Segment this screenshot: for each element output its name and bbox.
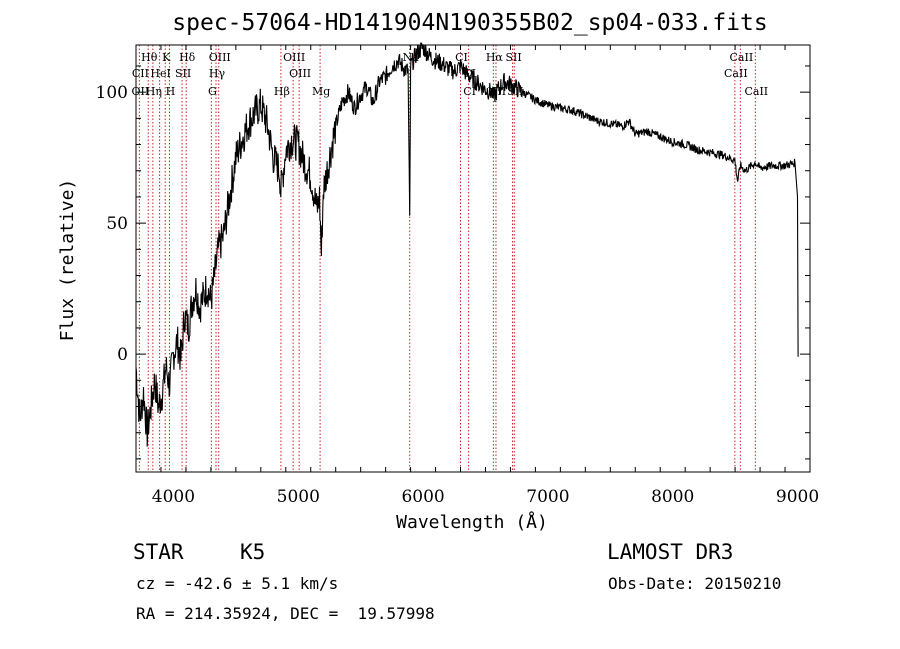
line-label: CaII (744, 85, 768, 98)
coordinates: RA = 214.35924, DEC = 19.57998 (136, 604, 435, 623)
spectrum-line (135, 42, 799, 447)
line-label: SII (505, 51, 521, 64)
line-label: K (162, 51, 171, 64)
line-label: CI (463, 85, 476, 98)
observation-date: Obs-Date: 20150210 (608, 574, 782, 593)
x-tick-label: 4000 (152, 487, 195, 507)
object-class: STAR (133, 540, 184, 564)
y-axis-ticks: 0 50 100 (96, 65, 810, 460)
line-label: Hα (486, 51, 504, 64)
line-label: OIII (289, 67, 311, 80)
y-tick-label: 0 (117, 345, 128, 365)
line-label: HeI (150, 67, 170, 80)
line-label: Hβ (274, 85, 290, 98)
line-label: CaII (730, 51, 754, 64)
line-label: CII (132, 67, 149, 80)
x-tick-label: 5000 (277, 487, 320, 507)
x-axis-label: Wavelength (Å) (396, 511, 548, 533)
chart-title: spec-57064-HD141904N190355B02_sp04-033.f… (172, 10, 767, 36)
x-tick-label: 6000 (401, 487, 444, 507)
redshift-cz: cz = -42.6 ± 5.1 km/s (136, 574, 339, 593)
line-label: SII (175, 67, 191, 80)
line-label: Hδ (179, 51, 196, 64)
line-label: Hη (146, 85, 162, 98)
survey-label: LAMOST DR3 (607, 540, 734, 564)
object-subclass: K5 (240, 540, 266, 564)
y-tick-label: 50 (106, 214, 128, 234)
line-label: CI (455, 51, 468, 64)
line-label: G (208, 85, 217, 98)
line-label: Mg (312, 85, 330, 98)
x-axis-ticks: 4000 5000 6000 7000 8000 9000 (152, 45, 819, 507)
plot-frame (135, 44, 811, 473)
x-tick-label: 8000 (651, 487, 694, 507)
line-label: OIII (283, 51, 305, 64)
line-label: Hγ (209, 67, 226, 80)
x-tick-label: 7000 (526, 487, 569, 507)
spectral-line-markers (138, 45, 756, 472)
line-label: H (166, 85, 176, 98)
line-label: OIII (209, 51, 231, 64)
line-label: Hθ (141, 51, 158, 64)
line-label: CaII (724, 67, 748, 80)
y-axis-label: Flux (relative) (57, 179, 78, 342)
y-tick-label: 100 (96, 83, 128, 103)
x-tick-label: 9000 (776, 487, 819, 507)
